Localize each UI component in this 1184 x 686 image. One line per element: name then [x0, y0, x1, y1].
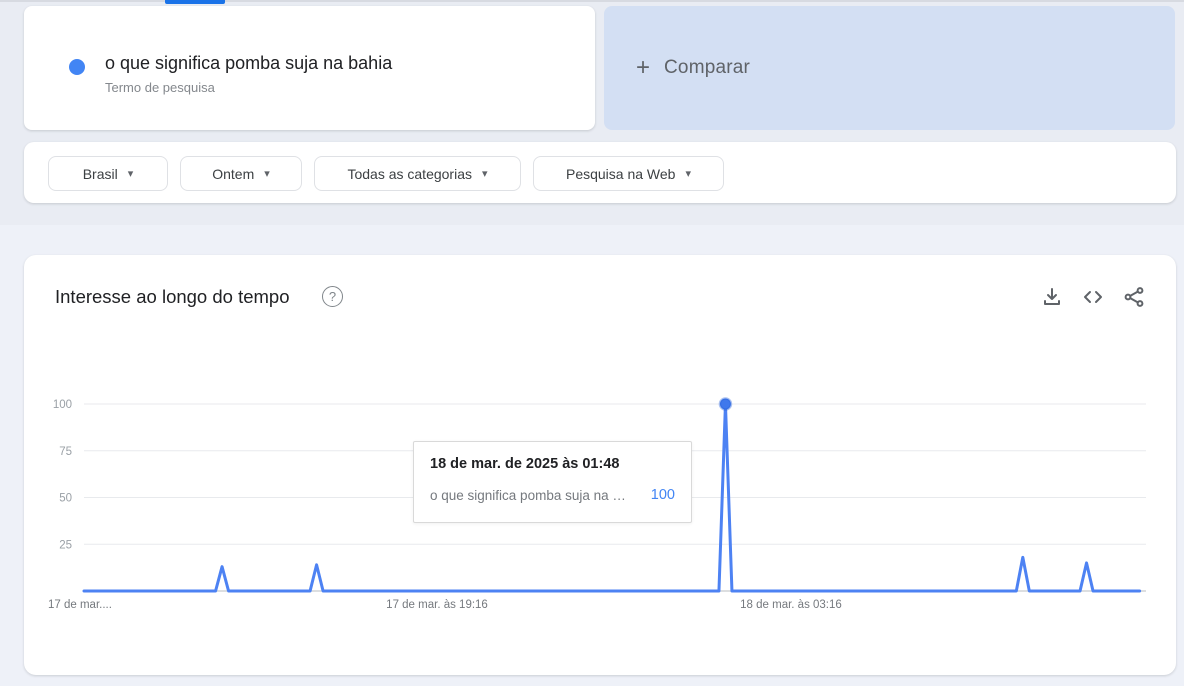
- y-tick-label: 100: [53, 399, 72, 411]
- chevron-down-icon: ▾: [264, 168, 270, 180]
- search-term-card[interactable]: o que significa pomba suja na bahia Term…: [24, 6, 595, 130]
- compare-button[interactable]: + Comparar: [604, 6, 1175, 130]
- compare-label: Comparar: [664, 57, 751, 78]
- y-tick-label: 50: [59, 493, 72, 505]
- series-color-dot: [69, 59, 85, 75]
- interest-chart[interactable]: 25 50 75 100 17 de mar.... 17 de mar. às 19:1…: [24, 255, 1176, 675]
- y-tick-label: 25: [59, 539, 72, 551]
- help-icon[interactable]: ?: [322, 286, 343, 307]
- y-tick-label: 75: [59, 446, 72, 458]
- share-icon[interactable]: [1122, 285, 1146, 309]
- filter-category-dropdown[interactable]: Todas as categorias ▾: [314, 156, 521, 191]
- filter-time-label: Ontem: [212, 165, 255, 182]
- embed-icon[interactable]: [1081, 285, 1105, 309]
- chart-title: Interesse ao longo do tempo: [55, 286, 290, 307]
- filter-category-label: Todas as categorias: [347, 165, 472, 182]
- filter-property-label: Pesquisa na Web: [565, 165, 676, 182]
- filters-bar: Brasil ▾ Ontem ▾ Todas as categorias ▾ P…: [24, 142, 1176, 203]
- tooltip-term: o que significa pomba suja na …: [430, 487, 626, 503]
- tab-bar-divider: [0, 0, 1184, 2]
- interest-over-time-card: Interesse ao longo do tempo ? 25 50 75 100 1…: [24, 255, 1176, 675]
- peak-marker[interactable]: [718, 397, 733, 411]
- term-type-label: Termo de pesquisa: [105, 80, 215, 95]
- x-tick-label: 17 de mar. às 19:16: [386, 599, 488, 611]
- chevron-down-icon: ▾: [482, 168, 488, 180]
- chevron-down-icon: ▾: [685, 168, 691, 180]
- filter-geo-dropdown[interactable]: Brasil ▾: [48, 156, 168, 191]
- active-tab-indicator: [165, 0, 225, 4]
- search-term: o que significa pomba suja na bahia: [105, 53, 393, 73]
- chart-actions: [1040, 285, 1146, 309]
- tooltip-value: 100: [650, 487, 675, 503]
- plus-icon: +: [636, 54, 651, 81]
- filter-property-dropdown[interactable]: Pesquisa na Web ▾: [533, 156, 724, 191]
- filter-geo-label: Brasil: [82, 165, 118, 182]
- chart-tooltip: 18 de mar. de 2025 às 01:48 o que signif…: [413, 441, 692, 523]
- x-tick-label: 17 de mar....: [48, 599, 112, 611]
- chevron-down-icon: ▾: [127, 168, 134, 180]
- x-tick-label: 18 de mar. às 03:16: [740, 599, 842, 611]
- filter-time-dropdown[interactable]: Ontem ▾: [180, 156, 302, 191]
- tooltip-date: 18 de mar. de 2025 às 01:48: [430, 456, 620, 472]
- download-icon[interactable]: [1040, 285, 1064, 309]
